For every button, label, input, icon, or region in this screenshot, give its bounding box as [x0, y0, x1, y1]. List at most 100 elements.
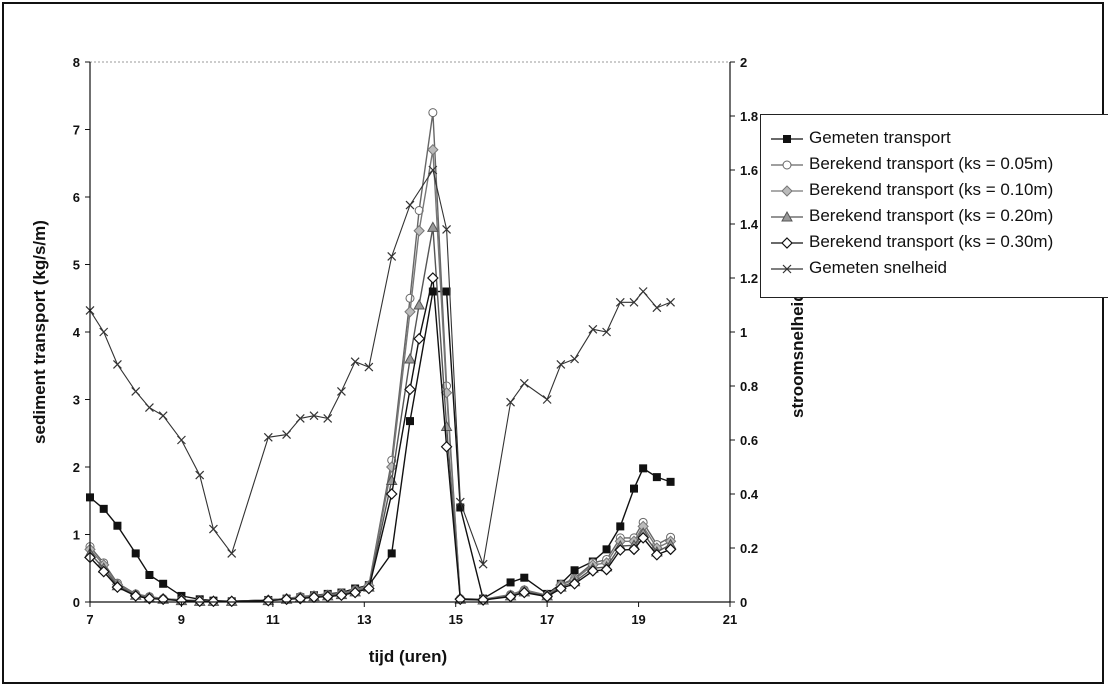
- marker-x-stroke: [442, 224, 451, 234]
- y-tick-label: 5: [73, 258, 80, 273]
- y2-tick-label: 1.2: [740, 271, 758, 286]
- marker-filled-square: [131, 549, 140, 558]
- marker-shaded-diamond: [781, 185, 793, 197]
- marker-open-diamond: [262, 594, 275, 607]
- marker-x-stroke: [195, 470, 205, 480]
- y2-tick-label: 2: [740, 55, 747, 70]
- marker-x-stroke: [506, 397, 515, 407]
- marker-x-stroke: [99, 327, 109, 337]
- marker-filled-square: [406, 417, 414, 426]
- series-berekend-transport-ks-0-20m: [84, 221, 677, 606]
- legend-item: Berekend transport (ks = 0.30m): [761, 231, 1108, 257]
- marker-open-diamond: [781, 237, 793, 249]
- marker-shaded-triangle: [404, 352, 416, 364]
- marker-x-stroke: [145, 403, 154, 413]
- marker-open-diamond: [614, 544, 627, 556]
- marker-filled-square: [570, 566, 579, 575]
- marker-open-circle: [405, 293, 415, 303]
- marker-open-diamond: [129, 590, 142, 602]
- marker-filled-square: [783, 135, 791, 143]
- marker-x-stroke: [337, 386, 346, 396]
- marker-open-diamond: [413, 332, 425, 345]
- marker-open-diamond: [97, 565, 110, 578]
- marker-x-stroke: [556, 359, 566, 369]
- marker-x-stroke: [405, 200, 415, 210]
- marker-open-diamond: [568, 577, 581, 590]
- marker-shaded-triangle: [427, 221, 439, 232]
- x-tick-label: 9: [178, 612, 185, 627]
- y2-tick-label: 1.4: [740, 217, 759, 232]
- marker-x-stroke: [263, 432, 273, 442]
- marker-open-diamond: [363, 582, 375, 595]
- marker-x-stroke: [177, 435, 186, 445]
- series-layer: [84, 108, 677, 608]
- marker-x-stroke: [309, 411, 319, 421]
- marker-filled-square: [616, 522, 625, 531]
- marker-shaded-diamond: [427, 144, 439, 156]
- legend-label: Berekend transport (ks = 0.10m): [809, 180, 1054, 199]
- x-axis-label: tijd (uren): [369, 647, 447, 666]
- marker-x-stroke: [638, 287, 648, 296]
- legend-symbol: [771, 264, 803, 274]
- y-tick-label: 2: [73, 460, 80, 475]
- marker-shaded-triangle: [413, 298, 425, 310]
- x-tick-label: 17: [540, 612, 554, 627]
- marker-filled-square: [520, 573, 529, 582]
- marker-open-diamond: [600, 563, 613, 576]
- marker-filled-square: [630, 484, 638, 493]
- marker-filled-square: [602, 545, 611, 554]
- legend-symbol: [771, 160, 803, 170]
- y-tick-label: 8: [73, 55, 80, 70]
- x-tick-label: 13: [357, 612, 371, 627]
- legend-label: Berekend transport (ks = 0.30m): [809, 232, 1054, 251]
- marker-open-diamond: [349, 586, 361, 599]
- series-gemeten-transport: [86, 287, 675, 606]
- marker-shaded-triangle: [781, 210, 793, 222]
- marker-open-diamond: [637, 532, 649, 544]
- legend-item: Gemeten snelheid: [761, 257, 1108, 283]
- marker-filled-square: [506, 578, 515, 587]
- marker-x-stroke: [652, 303, 662, 313]
- marker-filled-square: [159, 579, 168, 588]
- x-tick-label: 19: [631, 612, 645, 627]
- y2-tick-label: 0.2: [740, 541, 758, 556]
- marker-open-diamond: [294, 592, 307, 605]
- legend-label: Berekend transport (ks = 0.20m): [809, 206, 1054, 225]
- legend-symbol: [771, 135, 803, 143]
- x-tick-label: 21: [723, 612, 737, 627]
- legend-label: Berekend transport (ks = 0.05m): [809, 154, 1054, 173]
- marker-x-stroke: [570, 354, 579, 364]
- marker-x-stroke: [602, 327, 611, 337]
- marker-x-stroke: [323, 413, 333, 423]
- series-line: [89, 227, 671, 602]
- legend-item: Berekend transport (ks = 0.05m): [761, 153, 1108, 179]
- marker-open-diamond: [404, 383, 416, 396]
- marker-open-diamond: [440, 440, 453, 453]
- y2-tick-label: 1.8: [740, 109, 758, 124]
- marker-open-circle: [428, 108, 438, 118]
- y-tick-label: 1: [73, 528, 80, 543]
- marker-filled-square: [387, 549, 396, 558]
- legend-item: Berekend transport (ks = 0.20m): [761, 205, 1108, 231]
- y-tick-label: 7: [73, 123, 80, 138]
- marker-open-diamond: [628, 543, 640, 556]
- y-tick-label: 0: [73, 595, 80, 610]
- marker-x-stroke: [131, 386, 141, 396]
- marker-open-diamond: [143, 592, 156, 605]
- x-tick-label: 7: [86, 612, 93, 627]
- legend-label: Gemeten snelheid: [809, 258, 947, 277]
- marker-open-diamond: [225, 595, 238, 608]
- legend-symbol: [771, 185, 803, 197]
- marker-x-stroke: [387, 251, 397, 261]
- marker-x-stroke: [158, 411, 168, 421]
- marker-shaded-diamond: [404, 306, 416, 318]
- marker-filled-square: [652, 473, 661, 482]
- marker-filled-square: [428, 287, 437, 296]
- marker-open-diamond: [518, 586, 531, 599]
- series-line: [89, 168, 671, 567]
- axes-layer: 7 9 11 13 15 17 19 2101234567800.20.40.60.811.2…: [73, 55, 759, 627]
- marker-x-stroke: [113, 359, 122, 369]
- marker-x-stroke: [227, 548, 237, 558]
- marker-x-stroke: [666, 297, 675, 307]
